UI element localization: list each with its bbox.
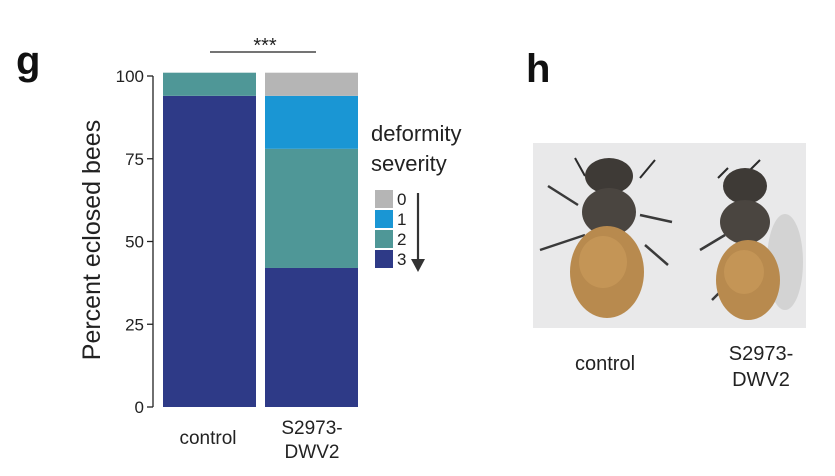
y-axis: 0 25 50 75 100 [116,67,154,417]
legend-label-2: 2 [397,230,406,249]
y-tick-label-50: 50 [125,233,144,252]
legend-label-1: 1 [397,210,406,229]
control-bee-image [539,157,673,318]
photo-caption-control: control [575,353,635,375]
legend-label-3: 3 [397,250,406,269]
panel-letter-g: g [16,39,40,83]
legend-swatch-2 [375,230,393,248]
x-tick-label-control: control [179,428,236,449]
legend-title-line1: deformity [371,121,461,146]
bar-segment-s2973-dwv2-severity-3 [265,267,358,407]
photo-caption-s2973-line2: DWV2 [732,369,790,391]
significance-label: *** [253,35,277,57]
y-tick-label-75: 75 [125,150,144,169]
legend-title-line2: severity [371,151,447,176]
y-tick-label-100: 100 [116,67,144,86]
photo-caption-s2973-line1: S2973- [729,343,794,365]
legend-swatch-0 [375,190,393,208]
bar-segment-control-severity-3 [163,95,256,408]
y-axis-label: Percent eclosed bees [78,120,106,360]
bee-photo [533,143,806,328]
y-tick-label-0: 0 [135,398,144,417]
x-tick-label-s2973-line2: DWV2 [285,442,340,463]
bar-segment-s2973-dwv2-severity-1 [265,95,358,149]
bars-layer [163,72,358,408]
severity-arrow-head [411,259,425,272]
dwv-bee-image [699,159,803,320]
bar-segment-s2973-dwv2-severity-0 [265,72,358,96]
bar-segment-s2973-dwv2-severity-2 [265,148,358,268]
panel-letter-h: h [526,47,550,91]
y-tick-label-25: 25 [125,315,144,334]
x-tick-label-s2973-line1: S2973- [281,418,342,439]
bar-segment-control-severity-2 [163,72,256,96]
legend-label-0: 0 [397,190,406,209]
legend-swatch-3 [375,250,393,268]
legend-swatch-1 [375,210,393,228]
